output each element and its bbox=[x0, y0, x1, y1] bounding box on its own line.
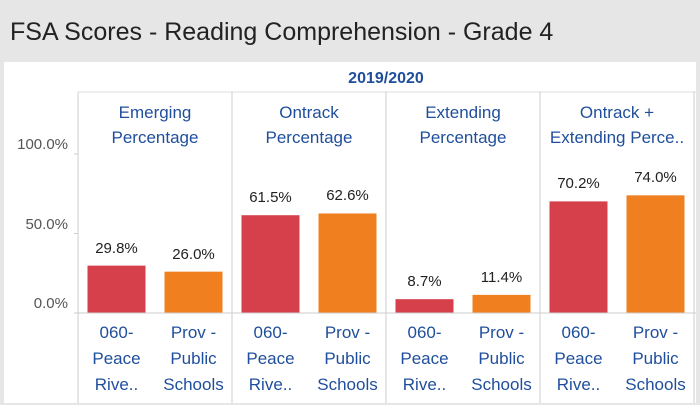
bar bbox=[626, 195, 685, 313]
panel-header: Extending Percentage bbox=[419, 103, 507, 147]
x-tick-label: Prov - Public Schools bbox=[163, 323, 224, 394]
y-tick-label: 0.0% bbox=[33, 295, 68, 312]
bar bbox=[472, 294, 531, 313]
title: FSA Scores - Reading Comprehension - Gra… bbox=[10, 18, 554, 46]
panel-header: Emerging Percentage bbox=[111, 103, 199, 147]
bar bbox=[549, 201, 608, 313]
x-tick-label: Prov - Public Schools bbox=[625, 323, 686, 394]
panel-header: Ontrack + Extending Perce.. bbox=[549, 103, 685, 147]
value-label: 11.4% bbox=[480, 268, 523, 286]
bar bbox=[395, 299, 454, 313]
subtitle: 2019/2020 bbox=[348, 70, 424, 87]
plot bbox=[74, 91, 696, 403]
bar bbox=[164, 271, 223, 313]
x-tick-label: 060-Peace Rive.. bbox=[400, 323, 449, 394]
y-tick-label: 100.0% bbox=[17, 136, 68, 153]
panel-header: Ontrack Percentage bbox=[265, 103, 353, 147]
y-tick-label: 50.0% bbox=[25, 215, 68, 233]
value-label: 61.5% bbox=[249, 189, 292, 207]
bar bbox=[241, 215, 300, 313]
value-label: 74.0% bbox=[634, 169, 677, 187]
value-label: 62.6% bbox=[326, 187, 369, 205]
x-tick-label: 060-Peace Rive.. bbox=[92, 323, 141, 394]
x-tick-label: Prov - Public Schools bbox=[471, 323, 532, 394]
x-tick-label: 060-Peace Rive.. bbox=[246, 323, 295, 394]
chart: 2019/2020 0.0% 50.0% 100.0% Emerging Percen… bbox=[4, 62, 696, 403]
bar bbox=[318, 213, 377, 313]
value-label: 26.0% bbox=[172, 245, 215, 263]
value-label: 70.2% bbox=[557, 175, 600, 193]
value-label: 8.7% bbox=[407, 273, 442, 291]
bar bbox=[87, 265, 146, 313]
value-label: 29.8% bbox=[95, 239, 138, 257]
x-tick-label: 060-Peace Rive.. bbox=[554, 323, 603, 394]
x-tick-label: Prov - Public Schools bbox=[317, 323, 378, 394]
